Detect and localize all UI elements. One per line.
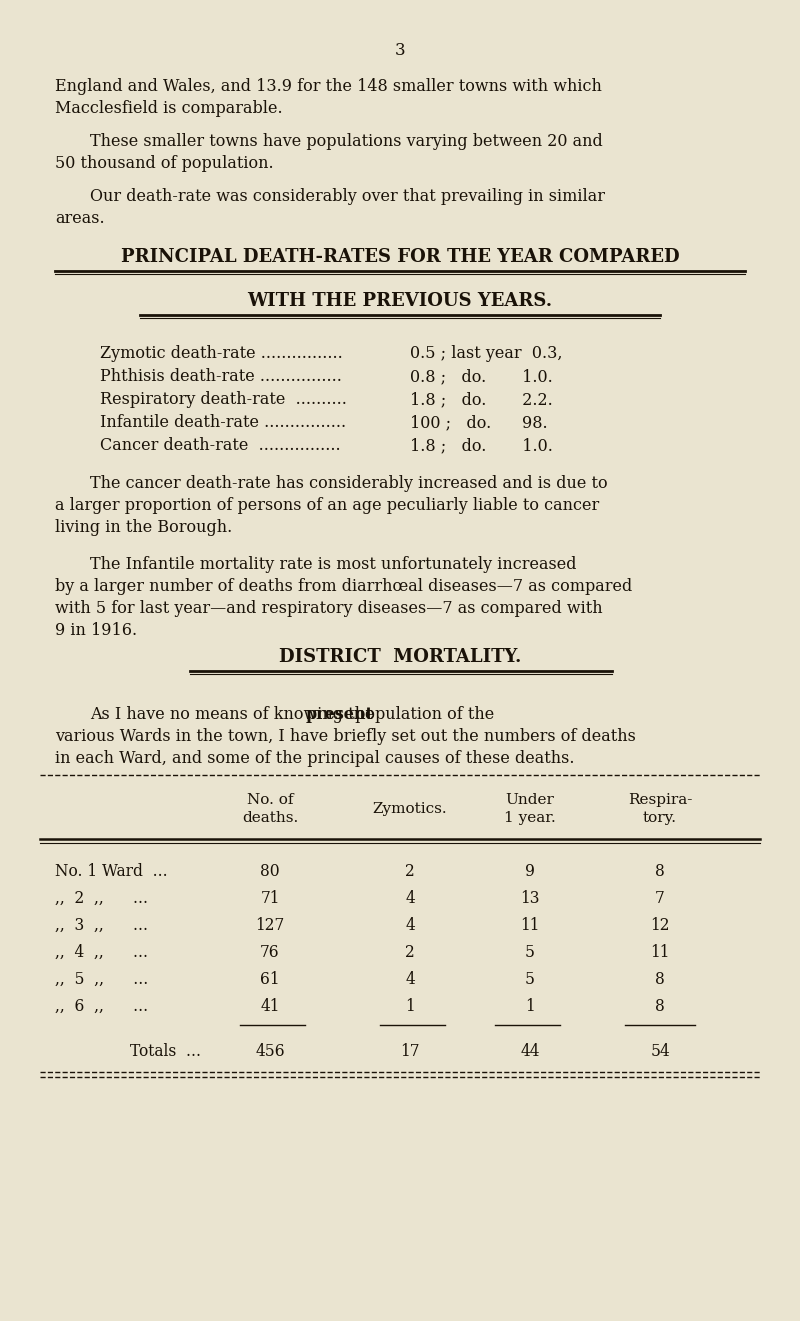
Text: Under: Under xyxy=(506,793,554,807)
Text: 11: 11 xyxy=(520,917,540,934)
Text: 8: 8 xyxy=(655,863,665,880)
Text: present: present xyxy=(306,705,374,723)
Text: 13: 13 xyxy=(520,890,540,908)
Text: 2: 2 xyxy=(405,945,415,960)
Text: 4: 4 xyxy=(405,890,415,908)
Text: WITH THE PREVIOUS YEARS.: WITH THE PREVIOUS YEARS. xyxy=(247,292,553,310)
Text: The Infantile mortality rate is most unfortunately increased: The Infantile mortality rate is most unf… xyxy=(90,556,577,573)
Text: 80: 80 xyxy=(260,863,280,880)
Text: 17: 17 xyxy=(400,1044,420,1059)
Text: 76: 76 xyxy=(260,945,280,960)
Text: 0.5 ; last year  0.3,: 0.5 ; last year 0.3, xyxy=(410,345,562,362)
Text: Zymotic death-rate ................: Zymotic death-rate ................ xyxy=(100,345,342,362)
Text: living in the Borough.: living in the Borough. xyxy=(55,519,232,536)
Text: 1: 1 xyxy=(525,997,535,1015)
Text: PRINCIPAL DEATH-RATES FOR THE YEAR COMPARED: PRINCIPAL DEATH-RATES FOR THE YEAR COMPA… xyxy=(121,248,679,266)
Text: 100 ;   do.      98.: 100 ; do. 98. xyxy=(410,413,548,431)
Text: Respira-: Respira- xyxy=(628,793,692,807)
Text: 1.8 ;   do.       1.0.: 1.8 ; do. 1.0. xyxy=(410,437,553,454)
Text: 3: 3 xyxy=(394,42,406,59)
Text: England and Wales, and 13.9 for the 148 smaller towns with which: England and Wales, and 13.9 for the 148 … xyxy=(55,78,602,95)
Text: various Wards in the town, I have briefly set out the numbers of deaths: various Wards in the town, I have briefl… xyxy=(55,728,636,745)
Text: ,,  6  ,,      ...: ,, 6 ,, ... xyxy=(55,997,148,1015)
Text: 1 year.: 1 year. xyxy=(504,811,556,826)
Text: DISTRICT  MORTALITY.: DISTRICT MORTALITY. xyxy=(279,649,521,666)
Text: Infantile death-rate ................: Infantile death-rate ................ xyxy=(100,413,346,431)
Text: Phthisis death-rate ................: Phthisis death-rate ................ xyxy=(100,369,342,384)
Text: Respiratory death-rate  ..........: Respiratory death-rate .......... xyxy=(100,391,347,408)
Text: 44: 44 xyxy=(520,1044,540,1059)
Text: 9: 9 xyxy=(525,863,535,880)
Text: in each Ward, and some of the principal causes of these deaths.: in each Ward, and some of the principal … xyxy=(55,750,574,768)
Text: ,,  3  ,,      ...: ,, 3 ,, ... xyxy=(55,917,148,934)
Text: 12: 12 xyxy=(650,917,670,934)
Text: tory.: tory. xyxy=(643,811,677,826)
Text: These smaller towns have populations varying between 20 and: These smaller towns have populations var… xyxy=(90,133,602,151)
Text: areas.: areas. xyxy=(55,210,105,227)
Text: As I have no means of knowing the: As I have no means of knowing the xyxy=(90,705,380,723)
Text: 4: 4 xyxy=(405,971,415,988)
Text: ,,  2  ,,      ...: ,, 2 ,, ... xyxy=(55,890,148,908)
Text: The cancer death-rate has considerably increased and is due to: The cancer death-rate has considerably i… xyxy=(90,476,608,491)
Text: 2: 2 xyxy=(405,863,415,880)
Text: 8: 8 xyxy=(655,997,665,1015)
Text: 9 in 1916.: 9 in 1916. xyxy=(55,622,137,639)
Text: 54: 54 xyxy=(650,1044,670,1059)
Text: 71: 71 xyxy=(260,890,280,908)
Text: deaths.: deaths. xyxy=(242,811,298,826)
Text: No. of: No. of xyxy=(246,793,294,807)
Text: 1.8 ;   do.       2.2.: 1.8 ; do. 2.2. xyxy=(410,391,553,408)
Text: Zymotics.: Zymotics. xyxy=(373,802,447,816)
Text: 4: 4 xyxy=(405,917,415,934)
Text: a larger proportion of persons of an age peculiarly liable to cancer: a larger proportion of persons of an age… xyxy=(55,497,599,514)
Text: 61: 61 xyxy=(260,971,280,988)
Text: population of the: population of the xyxy=(350,705,494,723)
Text: 5: 5 xyxy=(525,945,535,960)
Text: ,,  5  ,,      ...: ,, 5 ,, ... xyxy=(55,971,148,988)
Text: Our death-rate was considerably over that prevailing in similar: Our death-rate was considerably over tha… xyxy=(90,188,605,205)
Text: Cancer death-rate  ................: Cancer death-rate ................ xyxy=(100,437,341,454)
Text: by a larger number of deaths from diarrhœal diseases—7 as compared: by a larger number of deaths from diarrh… xyxy=(55,579,632,594)
Text: 50 thousand of population.: 50 thousand of population. xyxy=(55,155,274,172)
Text: ,,  4  ,,      ...: ,, 4 ,, ... xyxy=(55,945,148,960)
Text: 7: 7 xyxy=(655,890,665,908)
Text: 0.8 ;   do.       1.0.: 0.8 ; do. 1.0. xyxy=(410,369,553,384)
Text: 11: 11 xyxy=(650,945,670,960)
Text: with 5 for last year—and respiratory diseases—7 as compared with: with 5 for last year—and respiratory dis… xyxy=(55,600,602,617)
Text: 127: 127 xyxy=(255,917,285,934)
Text: 5: 5 xyxy=(525,971,535,988)
Text: 1: 1 xyxy=(405,997,415,1015)
Text: 41: 41 xyxy=(260,997,280,1015)
Text: No. 1 Ward  ...: No. 1 Ward ... xyxy=(55,863,168,880)
Text: Macclesfield is comparable.: Macclesfield is comparable. xyxy=(55,100,282,118)
Text: 8: 8 xyxy=(655,971,665,988)
Text: 456: 456 xyxy=(255,1044,285,1059)
Text: Totals  ...: Totals ... xyxy=(130,1044,201,1059)
